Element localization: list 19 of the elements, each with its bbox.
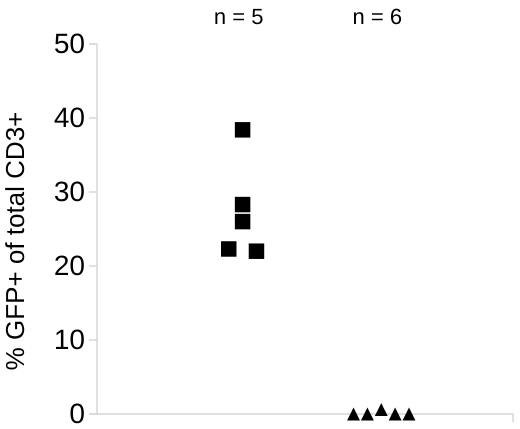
point [234, 214, 250, 230]
y-tick-label: 0 [69, 398, 85, 429]
point [347, 408, 360, 420]
point [248, 243, 264, 259]
y-tick-label: 20 [54, 250, 85, 281]
text: n = 6 [352, 4, 402, 29]
y-tick-label: 40 [54, 102, 85, 133]
y-tick-label: 50 [54, 28, 85, 59]
point [374, 403, 388, 416]
point [402, 408, 416, 420]
point [388, 408, 402, 420]
point [234, 196, 250, 212]
point [360, 408, 374, 420]
y-axis-title: % GFP+ of total CD3+ [0, 112, 30, 370]
point [220, 241, 236, 257]
point [234, 122, 250, 138]
y-tick-label: 10 [54, 324, 85, 355]
y-tick-label: 30 [54, 176, 85, 207]
text: n = 5 [214, 4, 264, 29]
